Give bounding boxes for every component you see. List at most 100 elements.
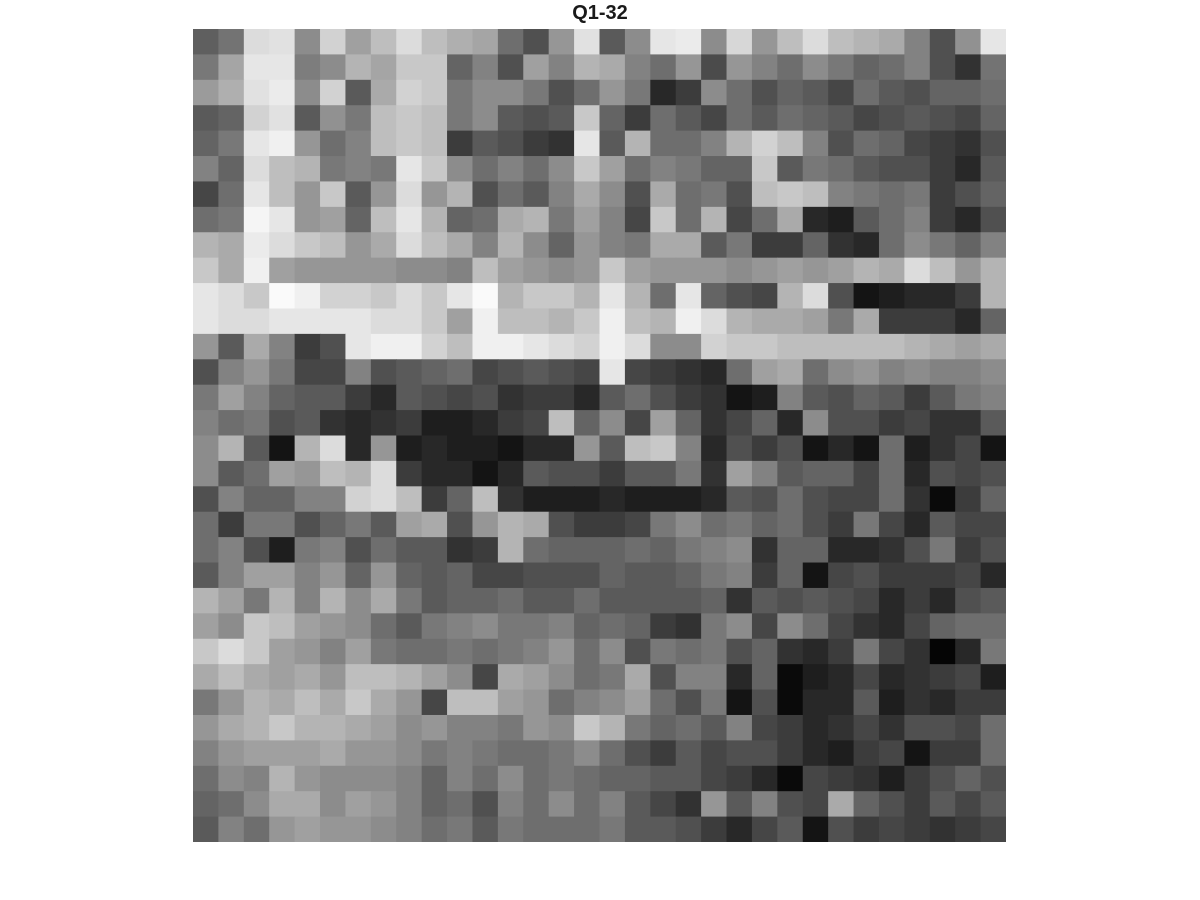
heatmap-cell [777, 613, 804, 640]
heatmap-cell [624, 613, 651, 640]
heatmap-cell [726, 206, 753, 233]
heatmap-cell [701, 587, 728, 614]
heatmap-cell [955, 156, 982, 183]
heatmap-cell [726, 740, 753, 767]
heatmap-cell [447, 54, 474, 81]
heatmap-cell [675, 587, 702, 614]
heatmap-cell [396, 181, 423, 208]
heatmap-cell [624, 562, 651, 589]
heatmap-cell [929, 791, 956, 818]
heatmap-cell [650, 587, 677, 614]
heatmap-cell [878, 206, 905, 233]
heatmap-cell [929, 308, 956, 335]
heatmap-cell [929, 537, 956, 564]
heatmap-cell [802, 79, 829, 106]
heatmap-cell [497, 333, 524, 360]
heatmap-cell [955, 257, 982, 284]
heatmap-cell [599, 537, 626, 564]
heatmap-cell [650, 333, 677, 360]
heatmap-cell [497, 486, 524, 513]
heatmap-cell [193, 765, 220, 792]
heatmap-cell [421, 384, 448, 411]
heatmap-cell [929, 587, 956, 614]
heatmap-cell [447, 257, 474, 284]
heatmap-cell [218, 359, 245, 386]
heatmap-cell [802, 486, 829, 513]
heatmap-cell [701, 257, 728, 284]
heatmap-cell [193, 537, 220, 564]
heatmap-cell [624, 232, 651, 259]
heatmap-cell [701, 435, 728, 462]
heatmap-cell [980, 740, 1006, 767]
heatmap-cell [320, 791, 347, 818]
heatmap-cell [955, 714, 982, 741]
heatmap-cell [548, 54, 575, 81]
heatmap-cell [497, 410, 524, 437]
heatmap-cell [878, 587, 905, 614]
heatmap-cell [345, 435, 372, 462]
heatmap-cell [955, 105, 982, 132]
heatmap-cell [269, 460, 296, 487]
heatmap-cell [828, 435, 855, 462]
heatmap-cell [396, 79, 423, 106]
heatmap-cell [650, 206, 677, 233]
heatmap-cell [726, 156, 753, 183]
heatmap-cell [269, 537, 296, 564]
heatmap-cell [980, 333, 1006, 360]
heatmap-cell [269, 765, 296, 792]
heatmap-cell [929, 359, 956, 386]
heatmap-cell [828, 791, 855, 818]
heatmap-cell [396, 130, 423, 157]
heatmap-cell [548, 283, 575, 310]
heatmap-cell [980, 308, 1006, 335]
heatmap-cell [574, 664, 601, 691]
heatmap-cell [929, 333, 956, 360]
heatmap-cell [345, 308, 372, 335]
heatmap-cell [370, 460, 397, 487]
heatmap-cell [370, 791, 397, 818]
heatmap-cell [777, 232, 804, 259]
heatmap-cell [904, 511, 931, 538]
heatmap-cell [243, 257, 270, 284]
heatmap-cell [243, 740, 270, 767]
heatmap-cell [904, 714, 931, 741]
heatmap-cell [320, 54, 347, 81]
heatmap-cell [955, 638, 982, 665]
heatmap-cell [650, 664, 677, 691]
heatmap-cell [904, 384, 931, 411]
heatmap-cell [421, 562, 448, 589]
heatmap-cell [777, 638, 804, 665]
heatmap-cell [904, 410, 931, 437]
heatmap-cell [650, 105, 677, 132]
heatmap-cell [675, 333, 702, 360]
heatmap-cell [320, 206, 347, 233]
heatmap-cell [675, 105, 702, 132]
heatmap-cell [370, 613, 397, 640]
heatmap-cell [650, 765, 677, 792]
heatmap-cell [955, 537, 982, 564]
heatmap-cell [243, 181, 270, 208]
heatmap-cell [472, 79, 499, 106]
heatmap-cell [980, 587, 1006, 614]
heatmap-cell [447, 435, 474, 462]
heatmap-cell [294, 435, 321, 462]
heatmap-cell [193, 435, 220, 462]
heatmap-cell [701, 105, 728, 132]
heatmap-cell [853, 130, 880, 157]
heatmap-cell [243, 206, 270, 233]
heatmap-cell [243, 537, 270, 564]
heatmap-cell [828, 105, 855, 132]
heatmap-cell [421, 613, 448, 640]
heatmap-cell [624, 79, 651, 106]
heatmap-cell [370, 816, 397, 842]
heatmap-cell [599, 384, 626, 411]
heatmap-cell [574, 257, 601, 284]
heatmap-cell [574, 333, 601, 360]
heatmap-cell [574, 232, 601, 259]
heatmap-cell [447, 410, 474, 437]
heatmap-cell [320, 511, 347, 538]
heatmap-cell [777, 740, 804, 767]
heatmap-cell [523, 257, 550, 284]
heatmap-cell [675, 816, 702, 842]
heatmap-cell [828, 130, 855, 157]
